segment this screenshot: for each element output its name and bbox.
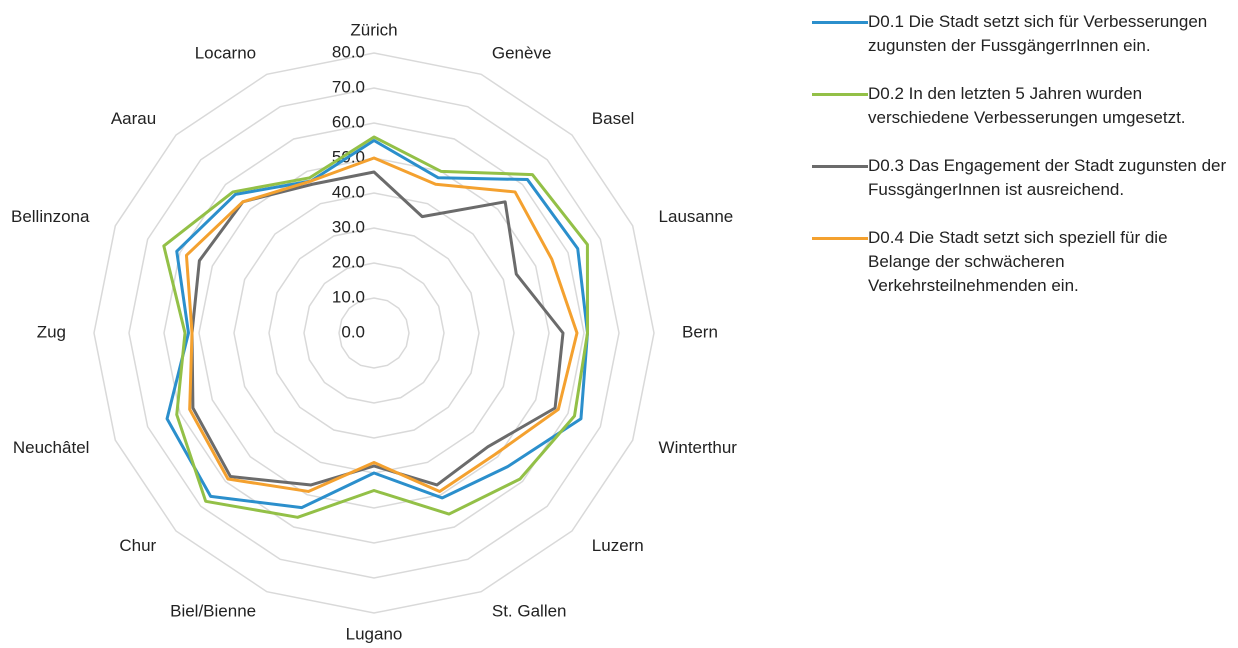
legend-swatch <box>812 165 868 168</box>
r-tick-label: 10.0 <box>332 287 365 306</box>
legend: D0.1 Die Stadt setzt sich für Verbesseru… <box>812 10 1232 322</box>
grid-ring <box>163 122 585 544</box>
legend-item: D0.1 Die Stadt setzt sich für Verbesseru… <box>812 10 1232 58</box>
legend-swatch <box>812 237 868 240</box>
r-tick-label: 60.0 <box>332 112 365 131</box>
grid-ring <box>198 157 550 509</box>
category-label: Biel/Bienne <box>170 601 256 620</box>
category-label: Genève <box>492 43 552 62</box>
r-tick-label: 40.0 <box>332 182 365 201</box>
series-line <box>190 170 565 487</box>
category-label: Locarno <box>195 43 256 62</box>
series-line <box>184 156 579 493</box>
legend-item: D0.4 Die Stadt setzt sich speziell für d… <box>812 226 1232 298</box>
grid-ring <box>268 227 480 439</box>
r-tick-label: 20.0 <box>332 252 365 271</box>
category-label: Zürich <box>350 20 397 39</box>
legend-swatch <box>812 21 868 24</box>
grid-ring <box>93 52 655 614</box>
grid-ring <box>338 297 410 369</box>
r-tick-label: 70.0 <box>332 77 365 96</box>
legend-label: D0.3 Das Engagement der Stadt zugunsten … <box>868 156 1227 199</box>
chart: 0.010.020.030.040.050.060.070.080.0Züric… <box>11 20 738 643</box>
category-label: Zug <box>37 322 66 341</box>
category-label: Lugano <box>346 624 403 643</box>
legend-label: D0.1 Die Stadt setzt sich für Verbesseru… <box>868 12 1208 55</box>
category-label: Neuchâtel <box>13 438 90 457</box>
category-label: Bern <box>682 322 718 341</box>
r-tick-label: 0.0 <box>341 322 365 341</box>
r-tick-label: 30.0 <box>332 217 365 236</box>
legend-item: D0.2 In den letzten 5 Jahren wurden vers… <box>812 82 1232 130</box>
category-label: St. Gallen <box>492 601 567 620</box>
category-label: Aarau <box>111 109 156 128</box>
series-line <box>165 139 589 510</box>
grid-ring <box>128 87 620 579</box>
legend-swatch <box>812 93 868 96</box>
category-label: Winterthur <box>659 438 738 457</box>
legend-label: D0.4 Die Stadt setzt sich speziell für d… <box>868 228 1168 295</box>
category-label: Luzern <box>592 536 644 555</box>
category-label: Chur <box>119 536 156 555</box>
legend-item: D0.3 Das Engagement der Stadt zugunsten … <box>812 154 1232 202</box>
category-label: Lausanne <box>659 207 734 226</box>
legend-label: D0.2 In den letzten 5 Jahren wurden vers… <box>868 84 1186 127</box>
category-label: Basel <box>592 109 635 128</box>
grid-ring <box>233 192 515 474</box>
category-label: Bellinzona <box>11 207 90 226</box>
series-line <box>162 135 589 519</box>
grid-ring <box>303 262 445 404</box>
r-tick-label: 80.0 <box>332 42 365 61</box>
